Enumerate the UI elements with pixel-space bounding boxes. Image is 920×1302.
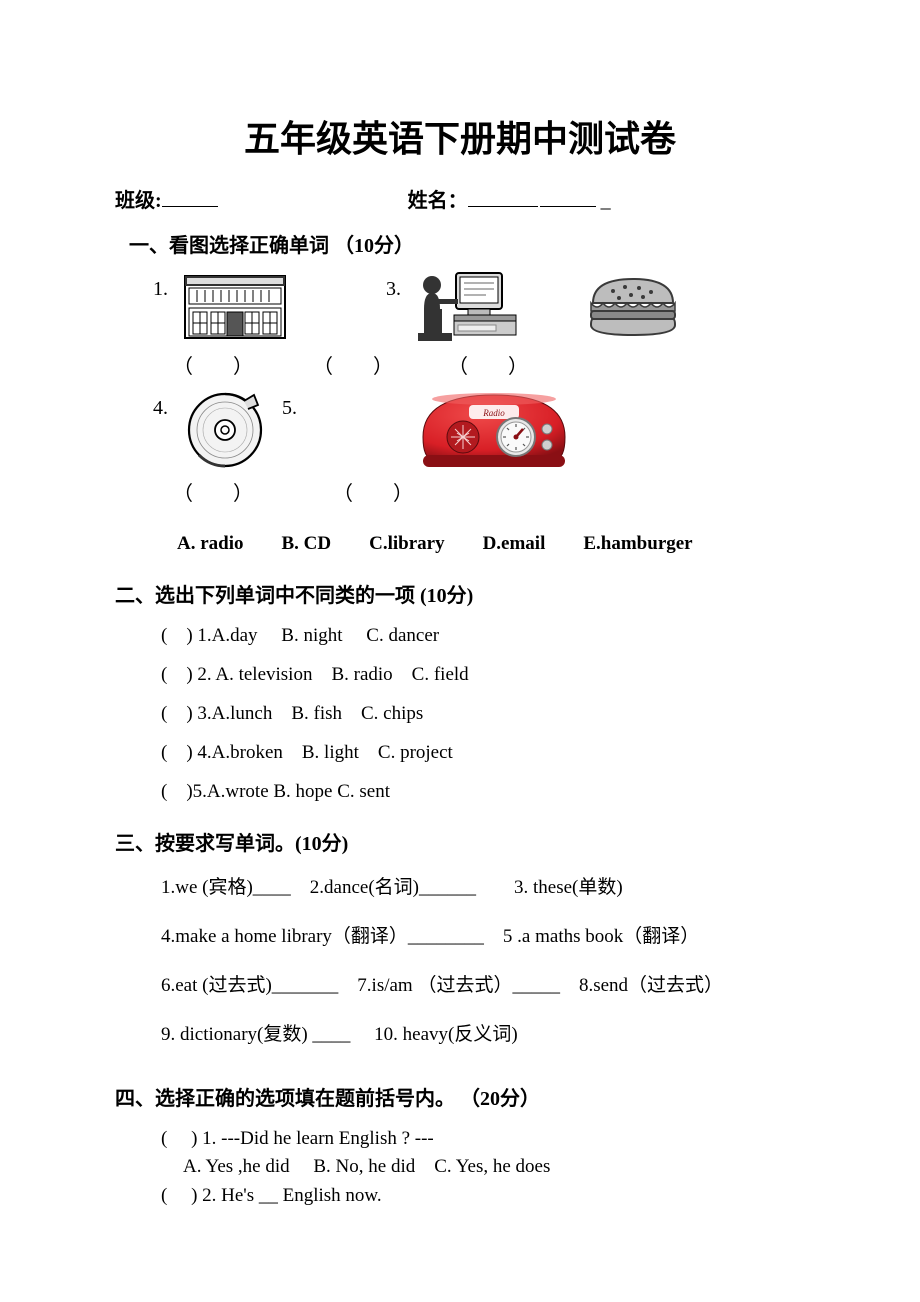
class-blank[interactable] <box>162 206 218 207</box>
email-icon <box>413 268 523 346</box>
page-title: 五年级英语下册期中测试卷 <box>115 110 805 162</box>
s2-item-5[interactable]: ( )5.A.wrote B. hope C. sent <box>115 776 805 803</box>
svg-text:Radio: Radio <box>482 408 505 418</box>
section-3-heading: 三、按要求写单词。(10分) <box>115 827 805 856</box>
s1-options: A. radio B. CD C.library D.email E.hambu… <box>115 528 805 555</box>
worksheet-page: 五年级英语下册期中测试卷 班级: 姓名： _ 一、看图选择正确单词 （10分） … <box>0 0 920 1287</box>
s3-line-1[interactable]: 1.we (宾格)____ 2.dance(名词)______ 3. these… <box>115 872 805 899</box>
s1-n3: 3. <box>386 278 401 301</box>
s2-item-1[interactable]: ( ) 1.A.day B. night C. dancer <box>115 620 805 647</box>
s2-item-2[interactable]: ( ) 2. A. television B. radio C. field <box>115 659 805 686</box>
s4-q1b: A. Yes ,he did B. No, he did C. Yes, he … <box>115 1151 805 1178</box>
s2-item-4[interactable]: ( ) 4.A.broken B. light C. project <box>115 737 805 764</box>
s3-line-2[interactable]: 4.make a home library（翻译）________ 5 .a m… <box>115 921 805 948</box>
s1-parens-2[interactable]: （ ） （ ） <box>115 477 805 506</box>
s3-line-4[interactable]: 9. dictionary(复数) ____ 10. heavy(反义词) <box>115 1019 805 1046</box>
section-4-heading: 四、选择正确的选项填在题前括号内。 （20分） <box>115 1082 805 1111</box>
s1-row-1: 1. <box>115 268 805 346</box>
s1-n5: 5. <box>282 397 297 420</box>
s3-line-3[interactable]: 6.eat (过去式)_______ 7.is/am （过去式）_____ 8.… <box>115 970 805 997</box>
radio-icon: Radio <box>419 387 569 473</box>
header-line: 班级: 姓名： _ <box>115 184 805 213</box>
name-label: 姓名： <box>408 190 468 212</box>
name-blank-1[interactable] <box>468 206 538 207</box>
cd-icon <box>180 391 270 469</box>
s4-q1a[interactable]: ( ) 1. ---Did he learn English ? --- <box>115 1123 805 1150</box>
s1-n4: 4. <box>153 397 168 420</box>
s2-item-3[interactable]: ( ) 3.A.lunch B. fish C. chips <box>115 698 805 725</box>
s4-q2[interactable]: ( ) 2. He's __ English now. <box>115 1180 805 1207</box>
class-label: 班级: <box>115 190 162 212</box>
section-2-heading: 二、选出下列单词中不同类的一项 (10分) <box>115 579 805 608</box>
s1-parens-1[interactable]: （ ） （ ） （ ） <box>115 350 805 379</box>
hamburger-icon <box>583 272 683 342</box>
name-blank-2[interactable] <box>540 206 596 207</box>
s1-row-2: 4. 5. <box>115 387 805 473</box>
library-icon <box>180 268 290 346</box>
name-dash: _ <box>601 190 611 212</box>
s1-n1: 1. <box>153 278 168 301</box>
section-1-heading: 一、看图选择正确单词 （10分） <box>115 229 805 258</box>
